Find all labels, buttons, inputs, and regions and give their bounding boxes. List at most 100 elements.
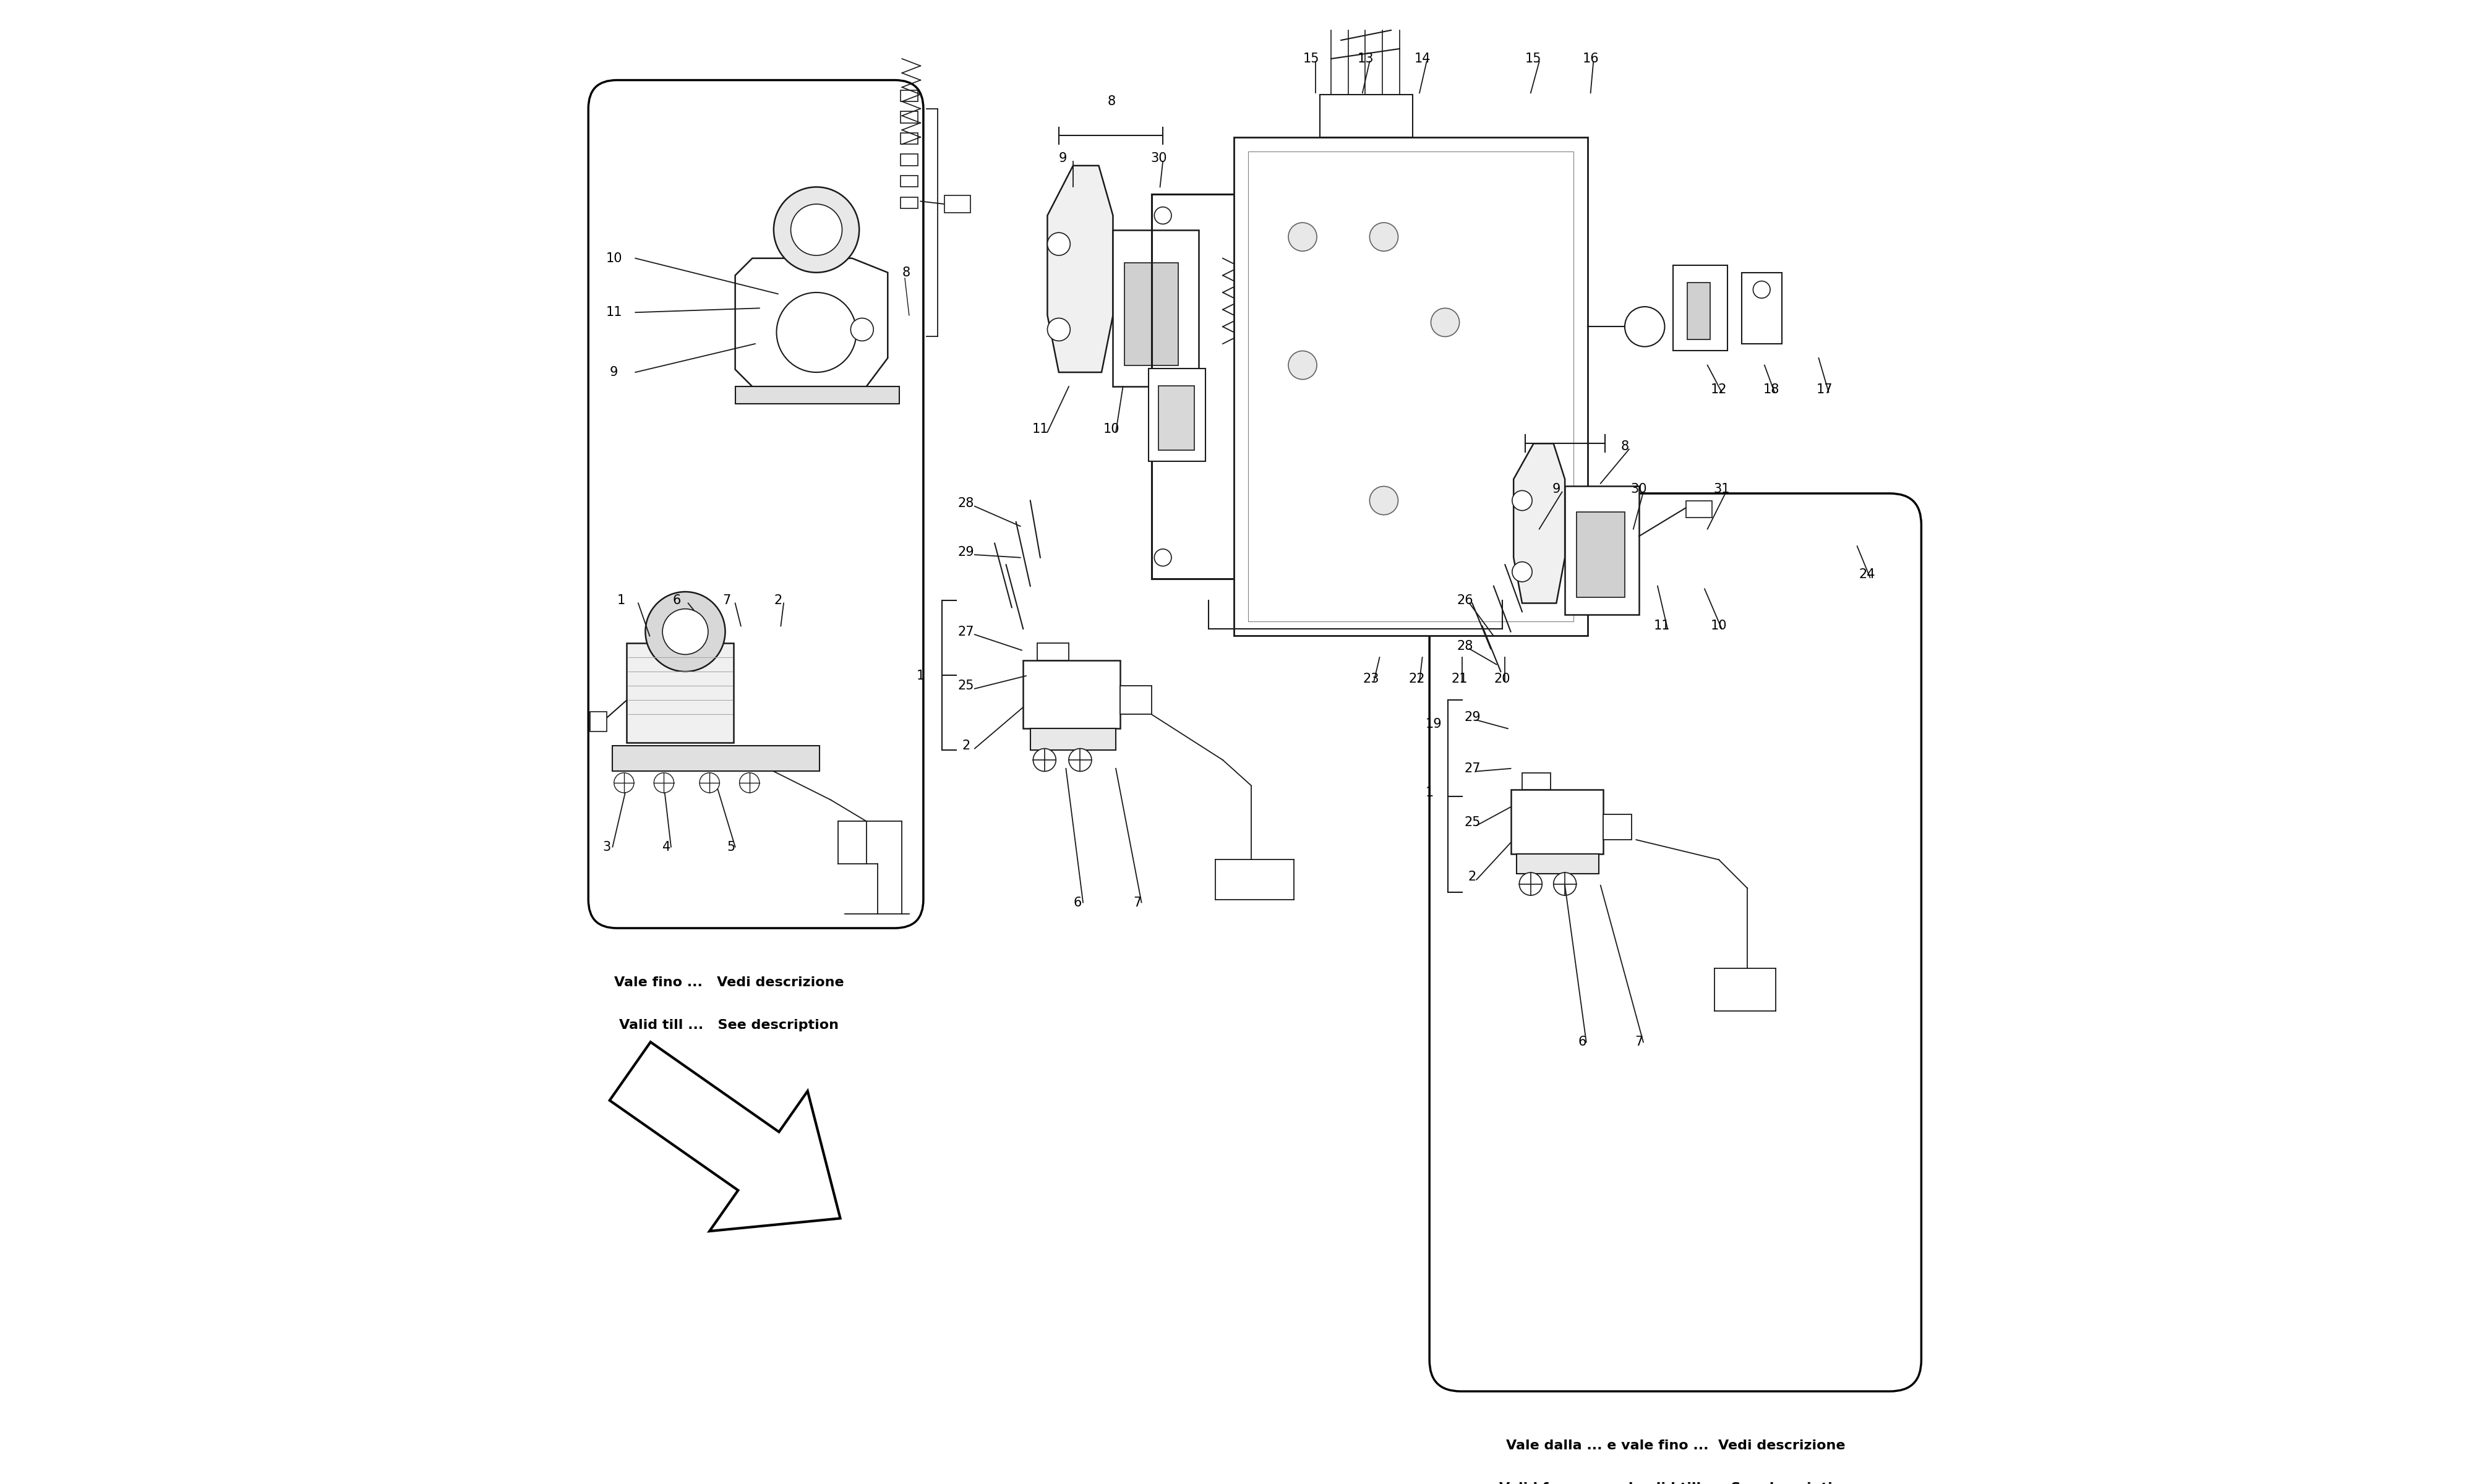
Bar — [1158, 386, 1195, 450]
Bar — [1024, 660, 1121, 729]
Text: 7: 7 — [1635, 1036, 1643, 1048]
Circle shape — [1371, 223, 1398, 251]
Text: 11: 11 — [606, 306, 621, 319]
Circle shape — [851, 318, 873, 341]
Circle shape — [1289, 223, 1316, 251]
Text: 2: 2 — [1467, 871, 1477, 883]
Text: 2: 2 — [962, 739, 970, 752]
Text: 11: 11 — [1653, 620, 1670, 632]
Circle shape — [1430, 309, 1460, 337]
Text: 30: 30 — [1630, 482, 1648, 496]
Text: 10: 10 — [606, 252, 621, 264]
Circle shape — [1554, 873, 1576, 895]
Bar — [1249, 151, 1573, 622]
Text: 3: 3 — [604, 841, 611, 853]
Polygon shape — [1514, 444, 1566, 603]
Bar — [1522, 773, 1551, 789]
Circle shape — [1069, 748, 1091, 772]
Polygon shape — [735, 258, 888, 386]
Bar — [1235, 137, 1588, 637]
Text: 2: 2 — [774, 594, 782, 607]
Bar — [901, 91, 918, 101]
Text: 26: 26 — [1457, 594, 1475, 607]
Circle shape — [663, 608, 708, 654]
Bar — [626, 643, 735, 743]
Circle shape — [1047, 233, 1071, 255]
Text: 7: 7 — [722, 594, 730, 607]
Text: 27: 27 — [957, 625, 975, 638]
Bar — [901, 134, 918, 144]
Text: 14: 14 — [1415, 52, 1430, 65]
Text: 15: 15 — [1304, 52, 1319, 65]
Bar — [1687, 500, 1712, 518]
Bar — [1687, 282, 1710, 340]
Text: 15: 15 — [1526, 52, 1541, 65]
Circle shape — [646, 592, 725, 672]
Text: Valid till ...   See description: Valid till ... See description — [618, 1020, 839, 1031]
Bar — [1672, 266, 1727, 350]
Text: 18: 18 — [1764, 383, 1779, 396]
Circle shape — [700, 773, 720, 792]
Bar — [901, 175, 918, 187]
Text: 27: 27 — [1465, 763, 1479, 775]
Text: 25: 25 — [1465, 816, 1479, 830]
Circle shape — [1754, 280, 1771, 298]
Polygon shape — [609, 1042, 841, 1232]
Circle shape — [792, 205, 841, 255]
Text: 13: 13 — [1358, 52, 1373, 65]
Text: 20: 20 — [1494, 672, 1509, 686]
Circle shape — [1512, 491, 1531, 510]
Text: 22: 22 — [1408, 672, 1425, 686]
Bar — [1603, 815, 1633, 840]
Bar — [1037, 643, 1069, 660]
Circle shape — [774, 187, 858, 273]
Circle shape — [1155, 549, 1170, 565]
Bar — [945, 196, 970, 212]
Text: 24: 24 — [1858, 568, 1875, 580]
Polygon shape — [1047, 166, 1113, 372]
Bar — [1319, 95, 1413, 137]
Text: 9: 9 — [1059, 153, 1066, 165]
Bar — [901, 111, 918, 123]
Text: Valid from ... and valid till ...  See description: Valid from ... and valid till ... See de… — [1499, 1483, 1851, 1484]
Text: 25: 25 — [957, 680, 975, 692]
Text: 12: 12 — [1710, 383, 1727, 396]
Circle shape — [1047, 318, 1071, 341]
Circle shape — [1519, 873, 1541, 895]
Text: 29: 29 — [1465, 711, 1479, 723]
Circle shape — [1625, 307, 1665, 347]
Text: 23: 23 — [1363, 672, 1378, 686]
Text: 6: 6 — [1074, 896, 1081, 908]
Circle shape — [777, 292, 856, 372]
Text: 1: 1 — [616, 594, 626, 607]
Bar — [614, 745, 819, 772]
Bar — [1566, 487, 1640, 614]
Circle shape — [1155, 206, 1170, 224]
Text: 28: 28 — [957, 497, 975, 509]
Text: 6: 6 — [673, 594, 680, 607]
Circle shape — [653, 773, 673, 792]
Bar — [1517, 853, 1598, 874]
FancyBboxPatch shape — [589, 80, 923, 927]
Text: 17: 17 — [1816, 383, 1833, 396]
Circle shape — [614, 773, 633, 792]
Text: 10: 10 — [1103, 423, 1121, 435]
Text: 8: 8 — [1620, 441, 1628, 453]
Circle shape — [1512, 562, 1531, 582]
Circle shape — [1371, 487, 1398, 515]
Text: Vale dalla ... e vale fino ...  Vedi descrizione: Vale dalla ... e vale fino ... Vedi desc… — [1507, 1439, 1846, 1451]
Text: Vale fino ...   Vedi descrizione: Vale fino ... Vedi descrizione — [614, 976, 844, 988]
Text: 1: 1 — [915, 669, 925, 683]
Text: 10: 10 — [1710, 620, 1727, 632]
Bar — [1148, 368, 1205, 462]
Bar — [1113, 230, 1197, 386]
Text: 1: 1 — [1425, 787, 1432, 798]
Text: 19: 19 — [1425, 718, 1442, 730]
Bar — [589, 711, 606, 732]
Text: 8: 8 — [903, 266, 910, 279]
Text: 21: 21 — [1452, 672, 1467, 686]
Text: 6: 6 — [1578, 1036, 1586, 1048]
Text: 29: 29 — [957, 546, 975, 558]
Circle shape — [1289, 350, 1316, 380]
Bar — [1512, 789, 1603, 853]
